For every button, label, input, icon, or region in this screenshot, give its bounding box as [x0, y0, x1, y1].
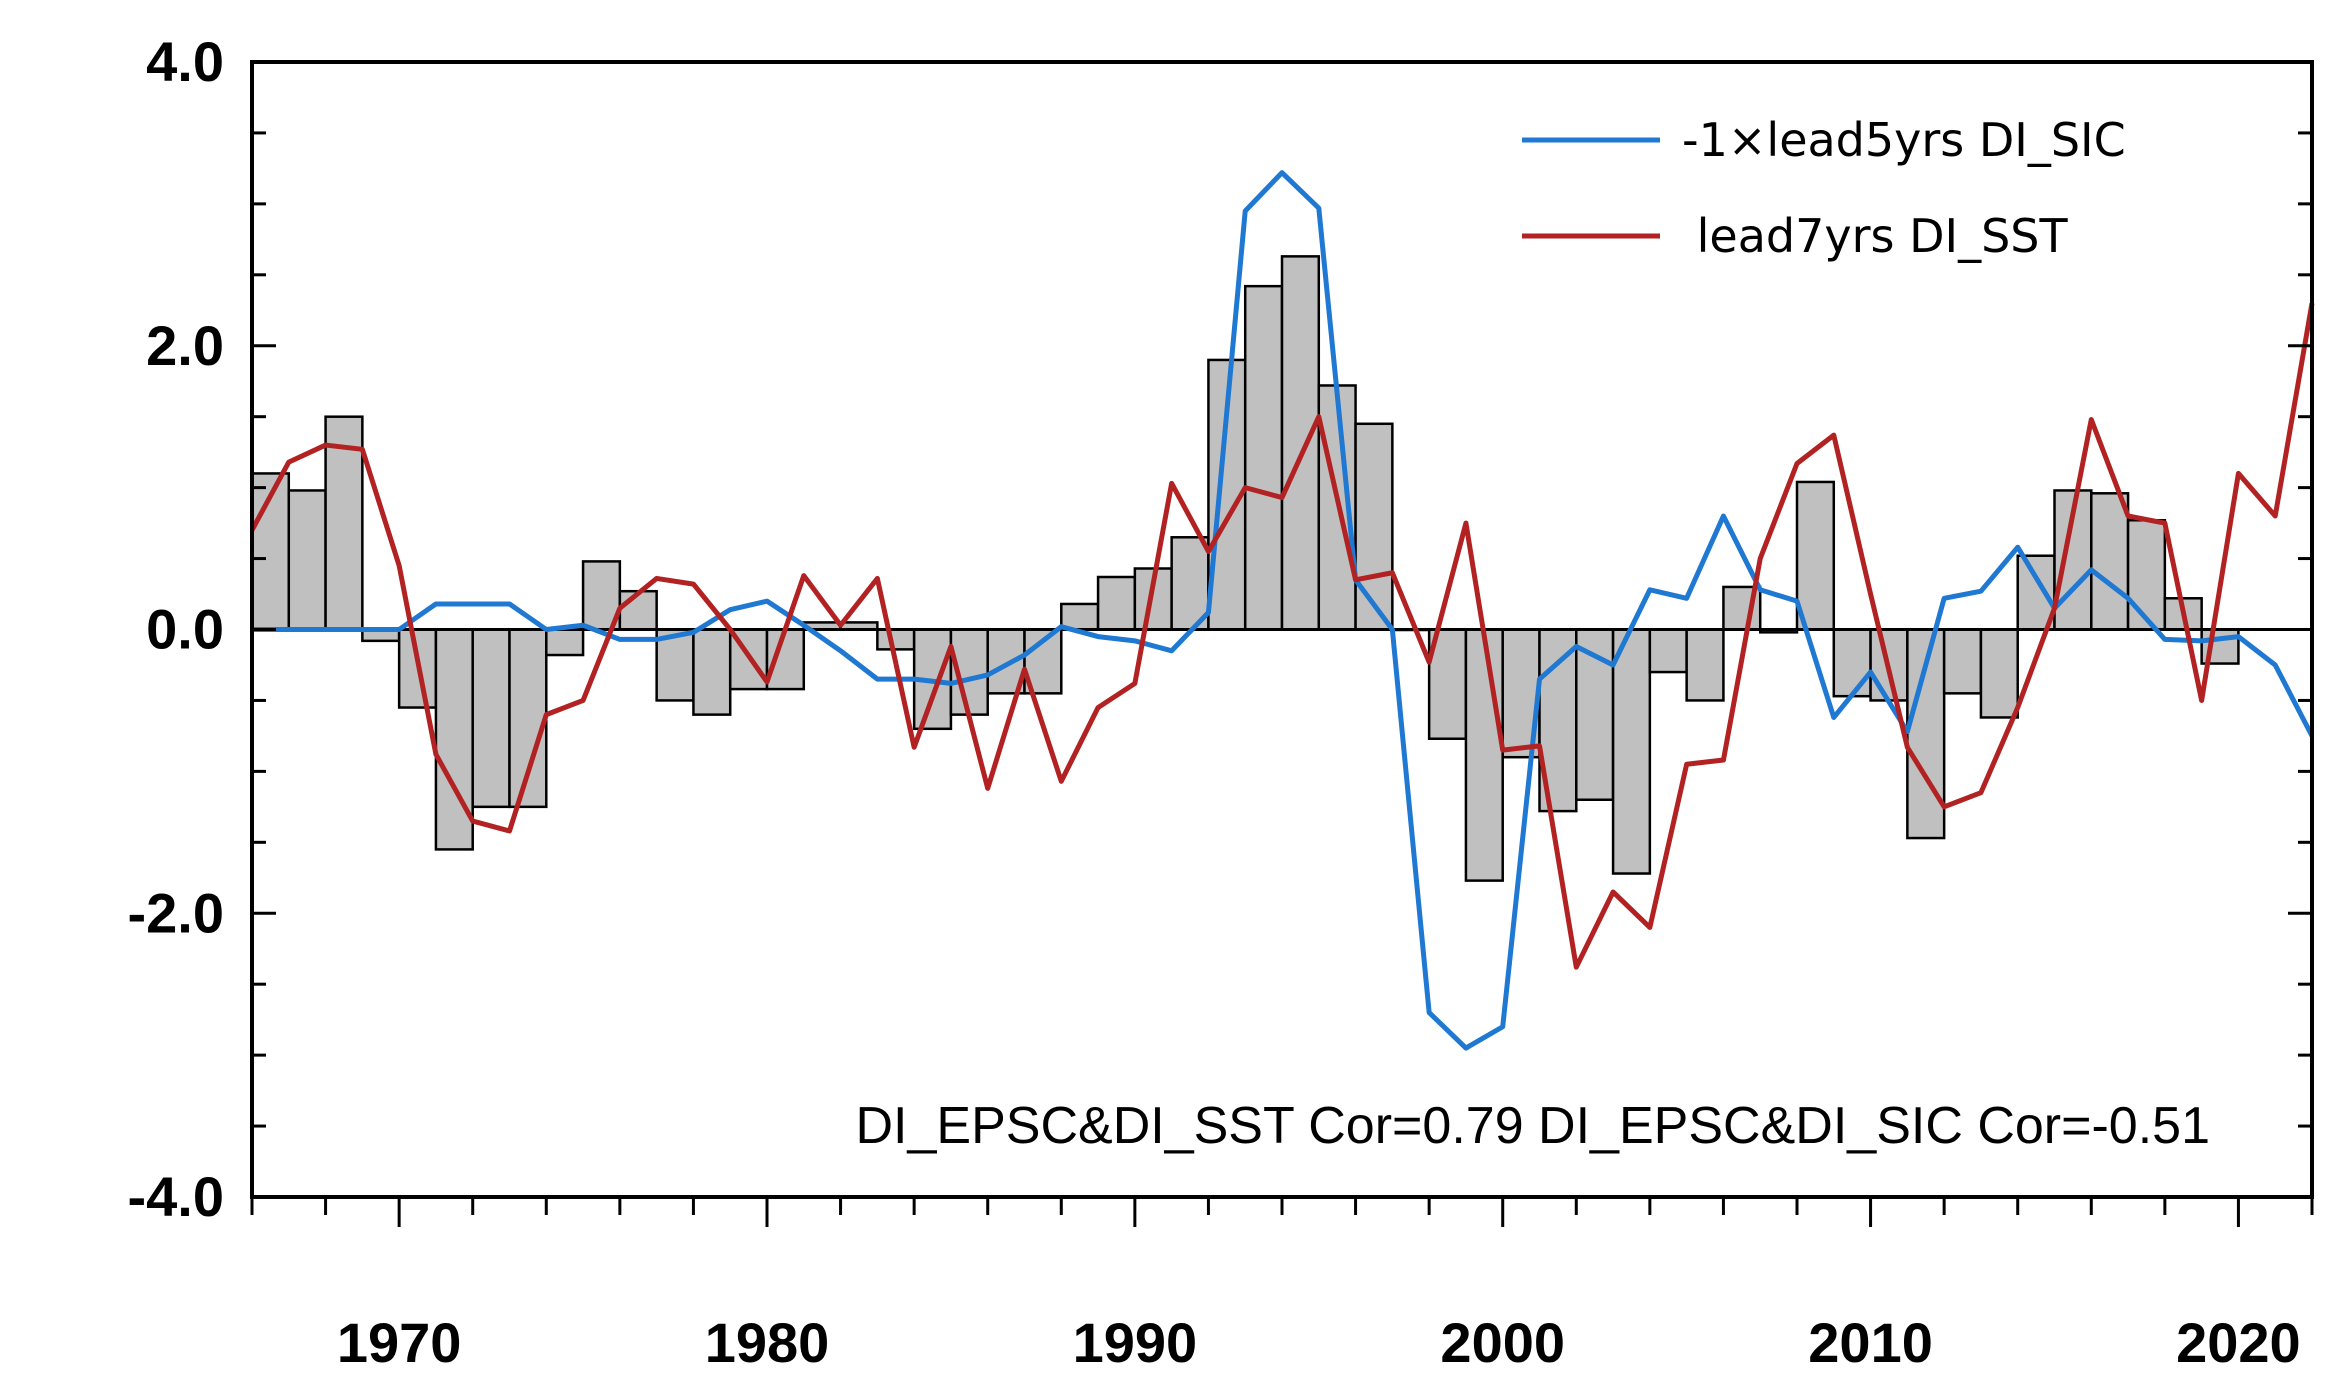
y-tick-label: 4.0	[146, 30, 224, 93]
bar-2009	[1832, 628, 1872, 698]
plot-frame	[250, 60, 2314, 1199]
bar-group	[250, 255, 2240, 882]
bar-2017	[2126, 519, 2167, 631]
bar-2004	[1648, 628, 1688, 674]
x-tick-label: 2020	[2176, 1311, 2301, 1374]
series-group	[249, 170, 2315, 1051]
series-line-sst	[249, 302, 2315, 970]
bar-2005	[1685, 628, 1725, 702]
bar-1993	[1243, 284, 1284, 631]
legend-label-sic: -1×lead5yrs DI_SIC	[1682, 113, 2126, 167]
bar-1978	[692, 628, 732, 716]
x-tick-label: 1990	[1073, 1311, 1198, 1374]
bar-1967	[287, 489, 327, 631]
legend-label-sst: lead7yrs DI_SST	[1682, 209, 2068, 263]
bar-1996	[1354, 422, 1394, 631]
bar-1972	[471, 628, 511, 809]
correlation-annotation: DI_EPSC&DI_SST Cor=0.79 DI_EPSC&DI_SIC C…	[855, 1097, 2210, 1155]
y-tick-label: 2.0	[146, 314, 224, 377]
bar-1977	[655, 628, 695, 702]
x-tick-label: 2000	[1440, 1311, 1565, 1374]
y-tick-label: -2.0	[128, 881, 225, 944]
legend: -1×lead5yrs DI_SIC lead7yrs DI_SST	[1522, 113, 2126, 263]
bar-1994	[1280, 255, 1321, 631]
bar-2003	[1611, 628, 1652, 875]
x-tick-label: 1980	[705, 1311, 830, 1374]
bar-1991	[1170, 536, 1210, 631]
x-tick-label: 1970	[337, 1311, 462, 1374]
bar-1971	[434, 628, 474, 851]
bar-2016	[2090, 492, 2130, 631]
bar-2012	[1942, 628, 1983, 695]
bar-1999	[1464, 628, 1504, 882]
y-tick-label: -4.0	[128, 1165, 225, 1228]
bar-1989	[1096, 575, 1137, 631]
bar-2008	[1795, 480, 1836, 631]
x-tick-label: 2010	[1808, 1311, 1933, 1374]
bar-2006	[1722, 585, 1762, 631]
tick-group: 4.0 2.0 0.0 -2.0 -4.0 1970 1980 1990 2000 2010 202…	[128, 30, 2314, 1374]
series-line-sic	[252, 170, 2315, 1051]
bar-1976	[618, 589, 658, 631]
bar-1974	[545, 628, 585, 657]
bar-2013	[1979, 628, 2019, 719]
y-tick-label: 0.0	[146, 598, 224, 661]
bar-1983	[876, 628, 916, 651]
